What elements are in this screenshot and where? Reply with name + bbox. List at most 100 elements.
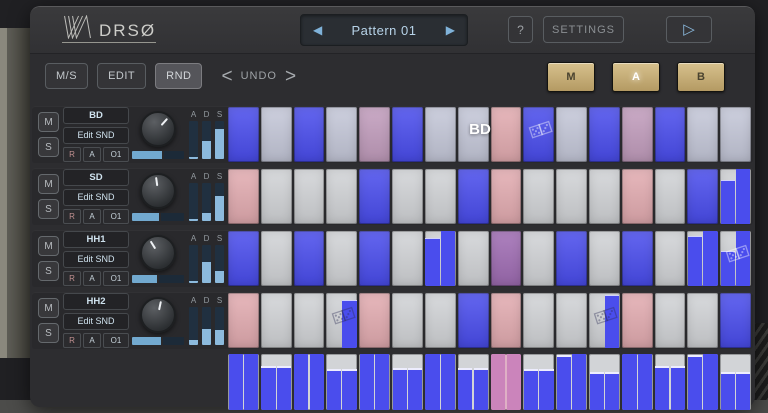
velocity-bar[interactable]: [473, 367, 488, 410]
step-pad[interactable]: [556, 231, 587, 286]
track-r-button[interactable]: R: [63, 271, 81, 286]
randomize-button[interactable]: RND: [155, 63, 203, 89]
track-mute-button[interactable]: M: [38, 174, 59, 194]
step-pad[interactable]: [260, 293, 292, 348]
step-pad[interactable]: [293, 107, 325, 162]
step-pad[interactable]: [588, 169, 620, 224]
step-pad[interactable]: [490, 293, 522, 348]
track-name[interactable]: SD: [63, 169, 129, 186]
velocity-bar[interactable]: [556, 354, 571, 410]
step-pad[interactable]: [490, 107, 522, 162]
step-pad[interactable]: [654, 169, 686, 224]
track-a-button[interactable]: A: [83, 147, 101, 162]
velocity-pad[interactable]: [588, 354, 620, 410]
track-a-button[interactable]: A: [83, 333, 101, 348]
velocity-pad[interactable]: [457, 354, 489, 410]
settings-button[interactable]: SETTINGS: [543, 16, 624, 43]
track-solo-button[interactable]: S: [38, 137, 59, 157]
step-pad[interactable]: [490, 231, 522, 286]
track-r-button[interactable]: R: [63, 147, 81, 162]
velocity-bar[interactable]: [294, 354, 309, 410]
track-knob[interactable]: [140, 234, 176, 271]
velocity-bar[interactable]: [670, 366, 685, 410]
step-pad[interactable]: [523, 169, 555, 224]
velocity-bar[interactable]: [261, 366, 276, 410]
edit-sound-button[interactable]: Edit SND: [63, 313, 129, 330]
step-pad[interactable]: ⚄⚂: [720, 231, 751, 286]
env-slider[interactable]: [215, 307, 224, 345]
track-name[interactable]: BD: [63, 107, 129, 124]
step-pad[interactable]: [621, 107, 653, 162]
step-pad[interactable]: ⚄⚂: [326, 293, 358, 348]
sub-step-bar[interactable]: [736, 231, 751, 286]
step-pad[interactable]: [687, 169, 719, 224]
track-r-button[interactable]: R: [63, 209, 81, 224]
step-pad[interactable]: [457, 293, 489, 348]
step-pad[interactable]: ⚄⚂: [523, 107, 555, 162]
sub-step-bar[interactable]: [342, 300, 357, 348]
step-pad[interactable]: [424, 231, 456, 286]
env-slider[interactable]: [215, 245, 224, 283]
track-name[interactable]: HH2: [63, 293, 129, 310]
track-mute-button[interactable]: M: [38, 298, 59, 318]
env-slider[interactable]: [215, 121, 224, 159]
env-slider[interactable]: [189, 245, 198, 283]
pattern-label[interactable]: Pattern 01: [351, 22, 417, 38]
step-pad[interactable]: [457, 231, 489, 286]
step-pad[interactable]: [523, 293, 555, 348]
velocity-bar[interactable]: [736, 371, 751, 410]
velocity-pad[interactable]: [556, 354, 587, 410]
track-a-button[interactable]: A: [83, 209, 101, 224]
env-slider[interactable]: [202, 121, 211, 159]
env-slider[interactable]: [202, 183, 211, 221]
velocity-bar[interactable]: [359, 354, 375, 410]
track-knob[interactable]: [140, 296, 176, 333]
step-pad[interactable]: ⚄⚂: [588, 293, 620, 348]
step-pad[interactable]: [424, 107, 456, 162]
pattern-next-icon[interactable]: ▶: [445, 23, 455, 37]
velocity-bar[interactable]: [342, 368, 357, 410]
step-pad[interactable]: [293, 169, 325, 224]
track-o1-button[interactable]: O1: [103, 147, 129, 162]
velocity-pad[interactable]: [490, 354, 522, 410]
edit-sound-button[interactable]: Edit SND: [63, 251, 129, 268]
track-o1-button[interactable]: O1: [103, 271, 129, 286]
step-pad[interactable]: [424, 293, 456, 348]
undo-back-icon[interactable]: <: [221, 65, 233, 87]
velocity-pad[interactable]: [228, 354, 259, 410]
velocity-bar[interactable]: [276, 366, 291, 410]
velocity-bar[interactable]: [589, 371, 604, 410]
track-r-button[interactable]: R: [63, 333, 81, 348]
track-o1-button[interactable]: O1: [103, 209, 129, 224]
step-pad[interactable]: [588, 231, 620, 286]
step-pad[interactable]: [556, 169, 587, 224]
step-pad[interactable]: [359, 293, 391, 348]
step-pad[interactable]: [654, 293, 686, 348]
step-pad[interactable]: [621, 293, 653, 348]
velocity-bar[interactable]: [392, 367, 407, 410]
velocity-bar[interactable]: [622, 354, 637, 410]
env-slider[interactable]: [202, 307, 211, 345]
sub-step-bar[interactable]: [720, 180, 735, 224]
track-a-button[interactable]: A: [83, 271, 101, 286]
step-pad[interactable]: [720, 293, 751, 348]
track-knob[interactable]: [140, 110, 176, 147]
track-o1-button[interactable]: O1: [103, 333, 129, 348]
velocity-bar[interactable]: [408, 367, 423, 410]
edit-sound-button[interactable]: Edit SND: [63, 189, 129, 206]
step-pad[interactable]: [392, 107, 423, 162]
velocity-pad[interactable]: [621, 354, 653, 410]
step-pad[interactable]: [293, 231, 325, 286]
velocity-pad[interactable]: [326, 354, 358, 410]
velocity-bar[interactable]: [655, 366, 670, 410]
step-pad[interactable]: [228, 231, 259, 286]
velocity-pad[interactable]: [392, 354, 423, 410]
velocity-pad[interactable]: [359, 354, 391, 410]
step-pad[interactable]: [621, 169, 653, 224]
velocity-bar[interactable]: [637, 354, 652, 410]
step-pad[interactable]: [720, 169, 751, 224]
velocity-pad[interactable]: [523, 354, 555, 410]
bank-a-button[interactable]: A: [612, 62, 660, 92]
step-pad[interactable]: [326, 169, 358, 224]
bank-m-button[interactable]: M: [547, 62, 595, 92]
